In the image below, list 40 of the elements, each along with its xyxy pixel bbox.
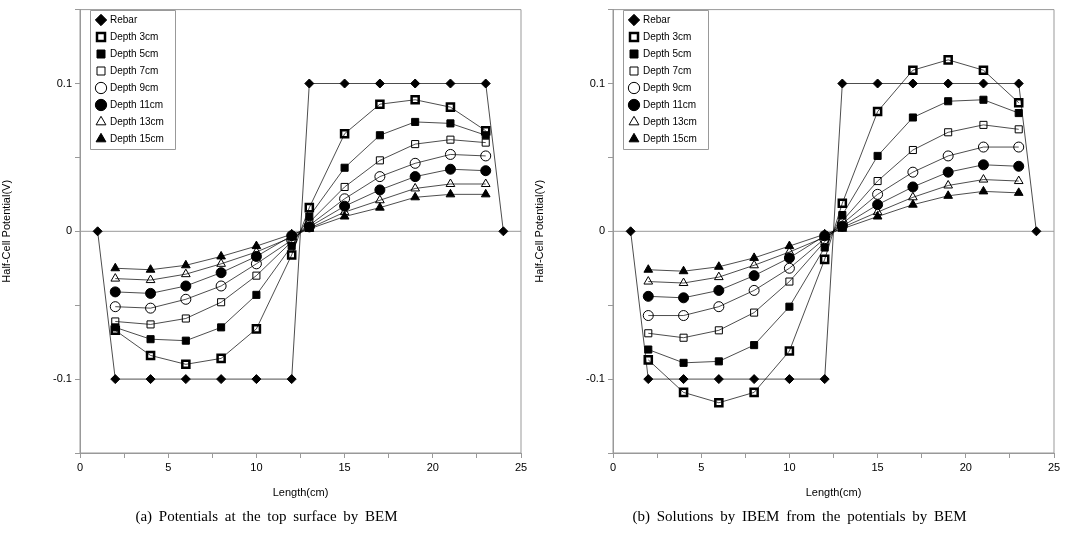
x-axis-title: Length(cm): [805, 486, 862, 499]
x-tick-label: 5: [698, 460, 705, 473]
legend-label: Depth 11cm: [110, 98, 164, 110]
legend-label: Depth 15cm: [643, 132, 697, 144]
legend-label: Depth 3cm: [110, 30, 159, 42]
legend-label: Depth 7cm: [643, 64, 692, 76]
legend-label: Depth 5cm: [110, 47, 159, 59]
x-tick-label: 20: [959, 460, 972, 473]
legend-label: Depth 5cm: [643, 47, 692, 59]
x-tick-label: 15: [338, 460, 351, 473]
legend-label: Depth 7cm: [110, 64, 159, 76]
y-tick-label: 0.1: [56, 76, 72, 89]
text: (b) Solutions by IBEM from the potentials by BEM: [631, 508, 968, 525]
x-tick-label: 0: [609, 460, 617, 473]
legend-label: Rebar: [643, 13, 671, 25]
text: (a) Potentials at the top surface by BEM: [134, 508, 399, 525]
y-tick-label: 0: [65, 224, 72, 237]
legend-label: Depth 13cm: [110, 115, 164, 127]
x-tick-label: 20: [426, 460, 439, 473]
legend-label: Depth 3cm: [643, 30, 692, 42]
y-tick-label: -0.1: [53, 372, 72, 385]
y-axis-title: Half-Cell Potential(V): [0, 179, 12, 283]
y-tick-label: 0.1: [589, 76, 605, 89]
y-axis-title: Half-Cell Potential(V): [532, 179, 545, 283]
x-tick-label: 10: [783, 460, 796, 473]
y-tick-label: 0: [598, 224, 605, 237]
legend-label: Depth 13cm: [643, 115, 697, 127]
legend-label: Depth 11cm: [643, 98, 697, 110]
x-axis-title: Length(cm): [272, 486, 329, 499]
y-tick-label: -0.1: [586, 372, 605, 385]
legend-label: Depth 9cm: [643, 81, 692, 93]
legend-label: Depth 15cm: [110, 132, 164, 144]
x-tick-label: 5: [165, 460, 172, 473]
x-tick-label: 25: [1047, 460, 1061, 473]
legend-label: Rebar: [110, 13, 138, 25]
legend-label: Depth 9cm: [110, 81, 159, 93]
x-tick-label: 10: [250, 460, 263, 473]
x-tick-label: 25: [514, 460, 528, 473]
x-tick-label: 15: [871, 460, 884, 473]
x-tick-label: 0: [76, 460, 84, 473]
